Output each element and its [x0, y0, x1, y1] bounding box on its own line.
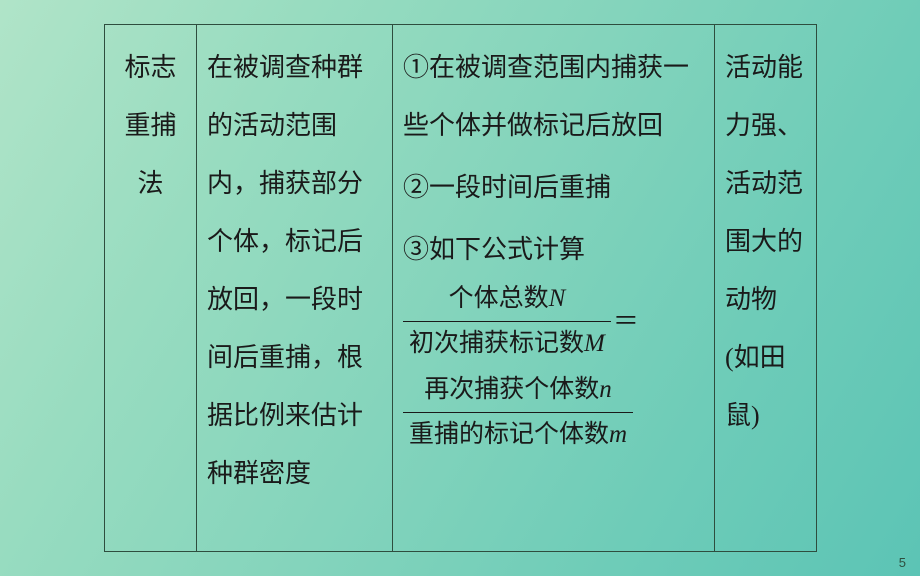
- method-table: 标志 重捕 法 在被调查种群的活动范围内，捕获部分个体，标记后放回，一段时间后重…: [104, 24, 817, 552]
- frac1-den-var: M: [584, 330, 605, 357]
- frac1-num-text: 个体总数: [449, 285, 549, 312]
- step-1: ①在被调查范围内捕获一些个体并做标记后放回: [403, 39, 704, 155]
- fraction-2: 再次捕获个体数n 重捕的标记个体数m: [403, 370, 633, 455]
- frac1-den-text: 初次捕获标记数: [409, 330, 584, 357]
- frac2-num-text: 再次捕获个体数: [424, 376, 599, 403]
- formula-line-1: 个体总数N 初次捕获标记数M ＝: [403, 279, 704, 364]
- frac2-num-var: n: [599, 376, 612, 403]
- fraction-1: 个体总数N 初次捕获标记数M: [403, 279, 611, 364]
- equals-sign: ＝: [611, 302, 641, 342]
- definition-cell: 在被调查种群的活动范围内，捕获部分个体，标记后放回，一段时间后重捕，根据比例来估…: [197, 25, 393, 552]
- slide-page: 标志 重捕 法 在被调查种群的活动范围内，捕获部分个体，标记后放回，一段时间后重…: [0, 0, 920, 576]
- step-3: ③如下公式计算: [403, 221, 704, 279]
- formula-line-2: 再次捕获个体数n 重捕的标记个体数m: [403, 370, 704, 455]
- frac2-den-text: 重捕的标记个体数: [409, 421, 609, 448]
- page-number: 5: [899, 555, 906, 570]
- table-row: 标志 重捕 法 在被调查种群的活动范围内，捕获部分个体，标记后放回，一段时间后重…: [105, 25, 817, 552]
- step-2: ②一段时间后重捕: [403, 159, 704, 217]
- frac1-num-var: N: [549, 285, 566, 312]
- applicability-cell: 活动能力强、活动范围大的动物(如田鼠): [715, 25, 817, 552]
- frac2-den-var: m: [609, 421, 627, 448]
- method-name-cell: 标志 重捕 法: [105, 25, 197, 552]
- method-name-l3: 法: [115, 155, 186, 213]
- method-name-l1: 标志: [115, 39, 186, 97]
- method-name-l2: 重捕: [115, 97, 186, 155]
- steps-cell: ①在被调查范围内捕获一些个体并做标记后放回 ②一段时间后重捕 ③如下公式计算 个…: [393, 25, 715, 552]
- formula: 个体总数N 初次捕获标记数M ＝ 再次捕获个体数n 重捕的标记个体数m: [403, 279, 704, 455]
